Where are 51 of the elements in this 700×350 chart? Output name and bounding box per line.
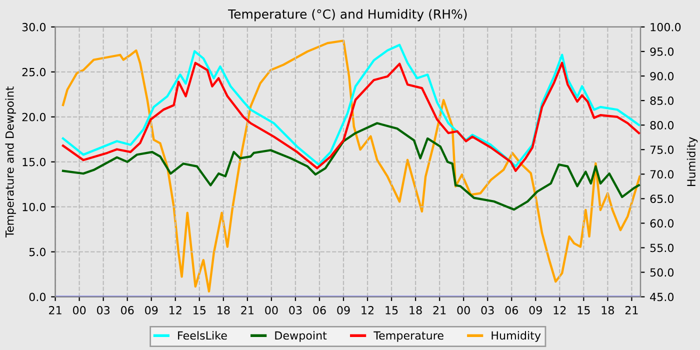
x-tick-label: 09 (145, 306, 158, 314)
chart-title: Temperature (°C) and Humidity (RH%) (228, 9, 467, 22)
y-tick-label: 30.0 (22, 22, 46, 32)
x-tick-label: 18 (218, 306, 230, 314)
x-tick-label: 12 (170, 306, 182, 314)
y2-tick-label: 45.0 (650, 292, 674, 302)
x-tick-label: 21 (433, 306, 446, 314)
y2-tick-label: 90.0 (650, 72, 674, 80)
x-tick-label: 12 (362, 306, 374, 314)
y-tick-label: 0.0 (29, 292, 46, 302)
y2-tick-label: 100.0 (650, 22, 681, 32)
y2-tick-label: 85.0 (650, 96, 674, 105)
x-tick-label: 09 (529, 306, 542, 314)
y-axis-title: Temperature and Dewpoint (5, 86, 16, 238)
y2-tick-label: 80.0 (650, 121, 674, 130)
y-tick-label: 25.0 (22, 68, 46, 76)
x-tick-label: 21 (49, 306, 62, 314)
legend-label: Humidity (492, 331, 541, 342)
x-tick-label: 06 (313, 306, 326, 314)
x-tick-label: 03 (481, 306, 494, 314)
x-tick-label: 00 (72, 306, 86, 314)
legend-label: FeelsLike (178, 331, 227, 340)
y2-tick-label: 75.0 (650, 146, 674, 154)
x-tick-label: 15 (578, 306, 590, 314)
y2-tick-label: 50.0 (650, 268, 674, 277)
y-tick-label: 20.0 (22, 112, 46, 122)
x-tick-label: 12 (554, 306, 566, 314)
y-tick-label: 15.0 (22, 158, 46, 166)
y-tick-label: 10.0 (22, 202, 46, 212)
y2-tick-label: 95.0 (650, 47, 674, 56)
x-tick-label: 00 (457, 306, 470, 314)
x-tick-label: 21 (241, 306, 254, 314)
x-tick-label: 09 (337, 306, 350, 314)
legend-label: Dewpoint (275, 331, 327, 342)
y-tick-label: 5.0 (29, 248, 46, 256)
x-tick-label: 15 (386, 306, 398, 314)
x-tick-label: 18 (410, 306, 422, 314)
x-tick-label: 21 (625, 306, 638, 314)
y2-tick-label: 55.0 (650, 244, 674, 252)
x-tick-label: 00 (265, 306, 278, 314)
legend-label: Temperature (374, 331, 444, 342)
x-tick-label: 15 (194, 306, 206, 314)
x-tick-label: 06 (121, 306, 134, 314)
y2-tick-label: 65.0 (650, 194, 674, 204)
x-tick-label: 18 (602, 306, 614, 314)
x-tick-label: 06 (505, 306, 518, 314)
y2-tick-label: 60.0 (650, 219, 674, 228)
y2-axis-title: Humidity (686, 137, 698, 186)
x-tick-label: 03 (289, 306, 302, 314)
y2-tick-label: 70.0 (650, 170, 674, 179)
x-tick-label: 03 (96, 306, 110, 314)
